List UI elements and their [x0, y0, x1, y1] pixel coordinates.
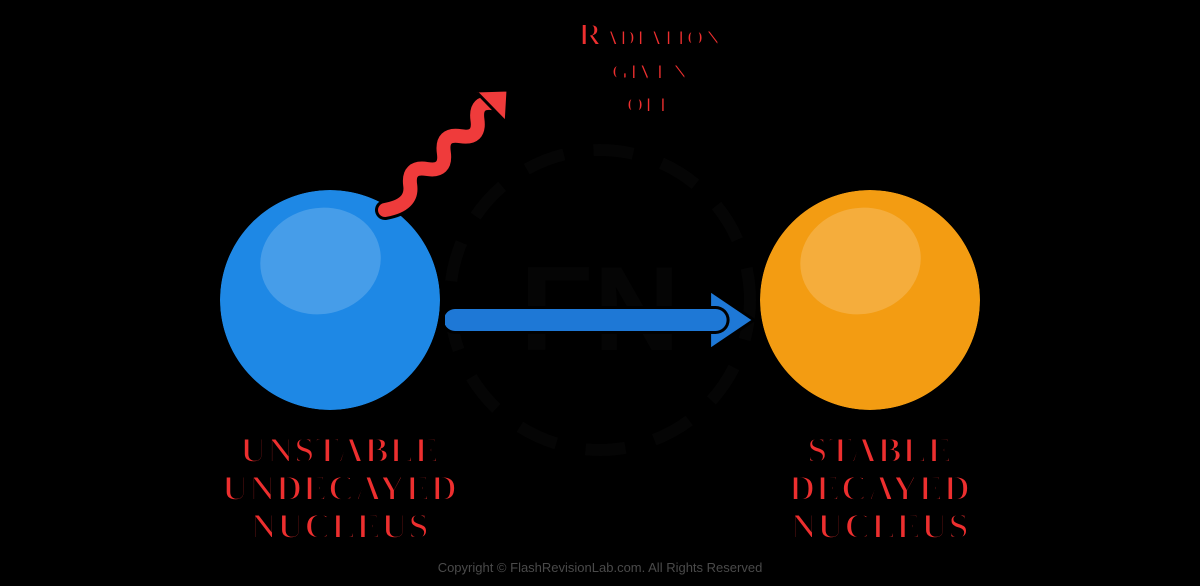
- unstable-label: UNSTABLE UNDECAYED NUCLEUS: [180, 432, 500, 545]
- unstable-label-line2: UNDECAYED: [222, 468, 458, 508]
- radiation-label-line1: Radiation: [579, 16, 722, 52]
- unstable-label-line1: UNSTABLE: [240, 430, 439, 470]
- stable-nucleus: [760, 190, 980, 410]
- radiation-label-line3: off: [627, 83, 674, 119]
- copyright-text: Copyright © FlashRevisionLab.com. All Ri…: [0, 560, 1200, 575]
- transition-arrow: [445, 260, 788, 380]
- radiation-label-line2: given: [611, 50, 688, 86]
- unstable-label-line3: NUCLEUS: [250, 506, 429, 546]
- diagram-stage: FN Radiation given off UNSTABLE UNDECAYE…: [0, 0, 1200, 586]
- stable-label: STABLE DECAYED NUCLEUS: [720, 432, 1040, 545]
- stable-label-line1: STABLE: [807, 430, 952, 470]
- stable-label-line3: NUCLEUS: [790, 506, 969, 546]
- copyright-text-content: Copyright © FlashRevisionLab.com. All Ri…: [438, 560, 763, 575]
- stable-label-line2: DECAYED: [789, 468, 971, 508]
- radiation-label: Radiation given off: [520, 18, 780, 119]
